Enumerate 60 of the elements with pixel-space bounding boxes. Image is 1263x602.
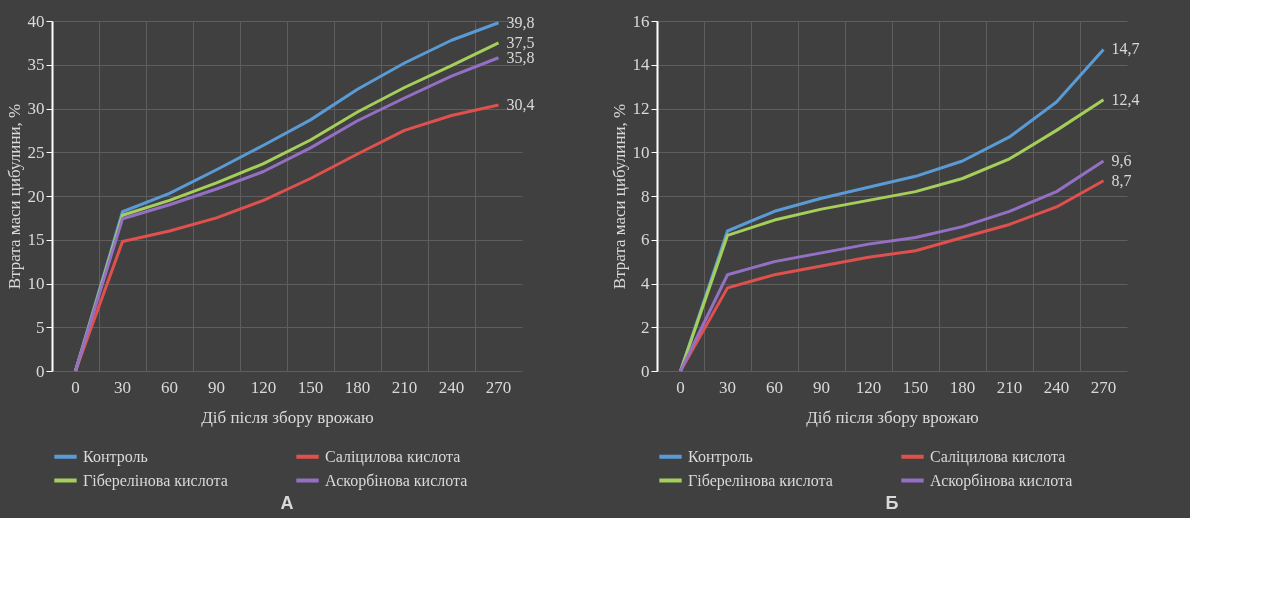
x-tick-label: 30	[114, 377, 131, 397]
x-tick-label: 120	[250, 377, 277, 397]
y-tick-label: 15	[27, 230, 45, 250]
x-tick-label: 90	[208, 377, 225, 397]
y-tick-label: 5	[36, 317, 45, 337]
y-tick-label: 16	[632, 11, 650, 31]
y-axis-title: Втрата маси цибулини, %	[609, 103, 629, 290]
x-tick-label: 150	[902, 377, 929, 397]
x-tick-label: 210	[996, 377, 1023, 397]
data-label: 12,4	[1111, 90, 1140, 108]
data-label: 37,5	[506, 33, 535, 51]
legend-label: Гіберелінова кислота	[83, 471, 228, 490]
x-tick-label: 90	[813, 377, 830, 397]
x-tick-label: 180	[949, 377, 976, 397]
y-tick-label: 35	[27, 55, 45, 75]
x-tick-label: 120	[855, 377, 882, 397]
data-label: 8,7	[1111, 171, 1132, 189]
y-tick-label: 6	[641, 230, 650, 250]
y-tick-label: 10	[632, 142, 650, 162]
y-tick-label: 10	[27, 274, 45, 293]
x-tick-label: 270	[485, 377, 512, 397]
x-tick-label: 30	[719, 377, 736, 397]
text: А	[280, 493, 294, 513]
x-tick-label: 0	[71, 377, 80, 397]
y-tick-label: 12	[632, 99, 650, 118]
y-tick-label: 4	[641, 274, 650, 293]
text: Б	[885, 493, 899, 513]
x-tick-label: 240	[438, 377, 465, 397]
y-tick-label: 8	[641, 186, 650, 206]
legend-label: Аскорбінова кислота	[930, 471, 1073, 490]
x-tick-label: 210	[391, 377, 418, 397]
x-tick-label: 270	[1090, 377, 1117, 397]
data-label: 14,7	[1111, 40, 1140, 58]
legend-label: Гіберелінова кислота	[688, 471, 833, 490]
y-tick-label: 40	[27, 11, 45, 31]
y-tick-label: 0	[641, 361, 650, 381]
y-tick-label: 0	[36, 361, 45, 381]
y-tick-label: 20	[27, 186, 45, 206]
legend-label: Саліцилова кислота	[325, 447, 461, 466]
x-axis-title: Діб після збору врожаю	[201, 407, 375, 427]
x-tick-label: 150	[297, 377, 324, 397]
data-label: 30,4	[506, 96, 535, 113]
data-label: 9,6	[1111, 152, 1132, 169]
x-tick-label: 240	[1043, 377, 1070, 397]
data-label: 39,8	[506, 13, 535, 31]
legend-label: Аскорбінова кислота	[325, 471, 468, 490]
x-tick-label: 0	[676, 377, 685, 397]
x-tick-label: 60	[161, 377, 178, 397]
x-tick-label: 180	[344, 377, 371, 397]
legend-label: Саліцилова кислота	[930, 447, 1066, 466]
y-tick-label: 2	[641, 317, 650, 337]
line-series	[679, 98, 1105, 373]
y-tick-label: 14	[632, 55, 650, 75]
x-axis-title: Діб після збору врожаю	[806, 407, 980, 427]
y-tick-label: 30	[27, 99, 45, 118]
y-tick-label: 25	[27, 142, 45, 162]
x-tick-label: 60	[766, 377, 783, 397]
legend-label: Контроль	[83, 447, 148, 466]
legend-label: Контроль	[688, 447, 753, 466]
y-axis-title: Втрата маси цибулини, %	[4, 103, 24, 290]
